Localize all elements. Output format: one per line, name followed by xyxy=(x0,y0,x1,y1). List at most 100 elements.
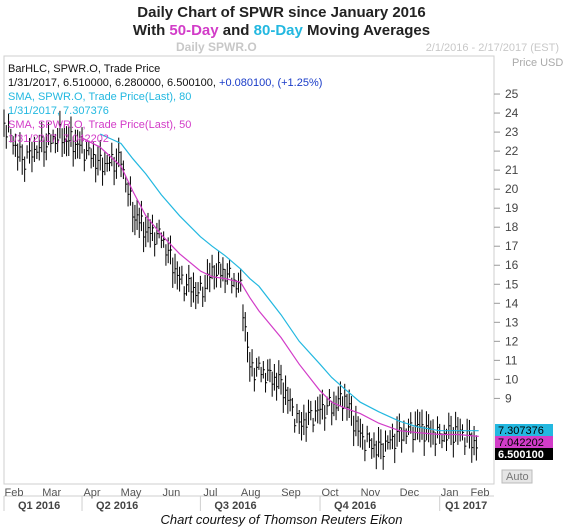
price-bar xyxy=(348,389,351,419)
price-bar xyxy=(401,427,404,453)
x-month-label: May xyxy=(121,487,142,499)
price-bar xyxy=(346,393,349,421)
price-bar xyxy=(33,136,37,163)
price-bar xyxy=(52,129,55,144)
price-bar xyxy=(188,264,191,293)
price-bar xyxy=(195,282,198,310)
price-bar xyxy=(421,409,424,440)
legend: BarHLC, SPWR.O, Trade Price 1/31/2017, 6.… xyxy=(8,63,322,145)
price-bar xyxy=(328,389,331,406)
price-bar xyxy=(287,386,290,414)
price-bar xyxy=(143,221,146,253)
auto-scale-button[interactable] xyxy=(501,469,533,484)
price-bar xyxy=(95,154,98,183)
price-bar xyxy=(226,263,229,285)
price-bar xyxy=(140,200,144,232)
price-bar xyxy=(81,127,84,154)
price-bar xyxy=(108,154,112,172)
price-bar xyxy=(244,312,247,342)
auto-scale-label: Auto xyxy=(506,471,529,483)
price-bar xyxy=(235,280,238,298)
price-bar xyxy=(247,331,250,363)
sma-lines xyxy=(81,133,479,437)
y-tick-label: 12 xyxy=(505,334,519,348)
price-bar xyxy=(253,367,256,392)
last-value-text: 7.307376 xyxy=(498,425,544,437)
price-bar xyxy=(307,399,311,426)
legend-name: SMA, SPWR.O, Trade Price(Last), 80 xyxy=(8,91,191,103)
ma80-highlight: 80-Day xyxy=(253,22,303,39)
price-bar xyxy=(301,411,304,441)
price-bar xyxy=(104,151,107,176)
price-bar xyxy=(215,263,219,288)
price-bar xyxy=(120,151,123,178)
price-bar xyxy=(74,129,77,160)
price-bar xyxy=(21,144,24,175)
y-tick-label: 22 xyxy=(505,144,519,158)
price-bar xyxy=(335,395,338,421)
price-bar xyxy=(331,400,334,426)
price-bar xyxy=(432,419,435,445)
price-bar xyxy=(26,145,29,159)
price-bar xyxy=(17,143,20,171)
price-bar xyxy=(321,389,324,420)
price-bar xyxy=(156,222,159,245)
y-tick-label: 24 xyxy=(505,106,519,120)
price-bar xyxy=(412,426,415,453)
price-bar xyxy=(441,433,444,449)
price-bar xyxy=(54,133,57,154)
price-bar xyxy=(199,275,202,291)
price-bar xyxy=(305,412,308,442)
price-bar xyxy=(407,418,411,436)
price-bar xyxy=(258,356,261,370)
price-bar xyxy=(222,257,225,282)
legend-detail: 1/31/2017, 7.307376 xyxy=(8,105,109,117)
x-month-label: Apr xyxy=(83,487,100,499)
price-bar xyxy=(242,304,245,332)
y-tick-label: 20 xyxy=(505,182,519,196)
price-bar xyxy=(48,122,51,146)
price-bar xyxy=(59,110,62,139)
price-bar xyxy=(3,109,6,137)
price-bars xyxy=(3,109,478,470)
price-bar xyxy=(61,128,64,157)
price-bar xyxy=(276,372,279,401)
price-bar xyxy=(298,409,301,434)
price-bar xyxy=(183,286,186,302)
price-bar xyxy=(220,263,223,288)
price-bar xyxy=(459,418,462,442)
price-bar xyxy=(382,443,385,470)
price-bar xyxy=(317,396,320,424)
ma50-highlight: 50-Day xyxy=(169,22,219,39)
price-bar xyxy=(273,363,276,391)
price-bar xyxy=(362,423,365,450)
price-bar xyxy=(154,232,157,257)
price-bar xyxy=(134,204,137,236)
price-bar xyxy=(303,404,306,436)
price-bar xyxy=(384,430,388,452)
price-bar xyxy=(83,149,86,172)
price-bar xyxy=(163,231,166,248)
price-bar xyxy=(355,405,358,437)
price-bar xyxy=(5,125,8,149)
price-bar xyxy=(88,140,91,156)
plot-frame xyxy=(3,55,495,485)
price-bar xyxy=(38,134,41,161)
price-bar xyxy=(174,253,177,284)
price-bar xyxy=(410,412,413,434)
price-bar xyxy=(398,413,401,442)
price-bar xyxy=(45,133,48,161)
price-bar xyxy=(282,382,285,413)
price-bar xyxy=(172,257,175,288)
price-bar xyxy=(240,268,243,292)
y-axis-title: Price USD xyxy=(512,57,563,69)
legend-detail: 1/31/2017, 6.510000, 6.280000, 6.500100,… xyxy=(8,77,322,89)
price-bar xyxy=(181,265,184,285)
price-bar xyxy=(425,411,429,441)
price-bar xyxy=(357,416,360,447)
price-bar xyxy=(197,282,200,304)
price-bar xyxy=(366,425,369,443)
price-bar xyxy=(319,394,322,425)
price-bar xyxy=(312,417,315,433)
y-tick-label: 14 xyxy=(505,296,519,310)
